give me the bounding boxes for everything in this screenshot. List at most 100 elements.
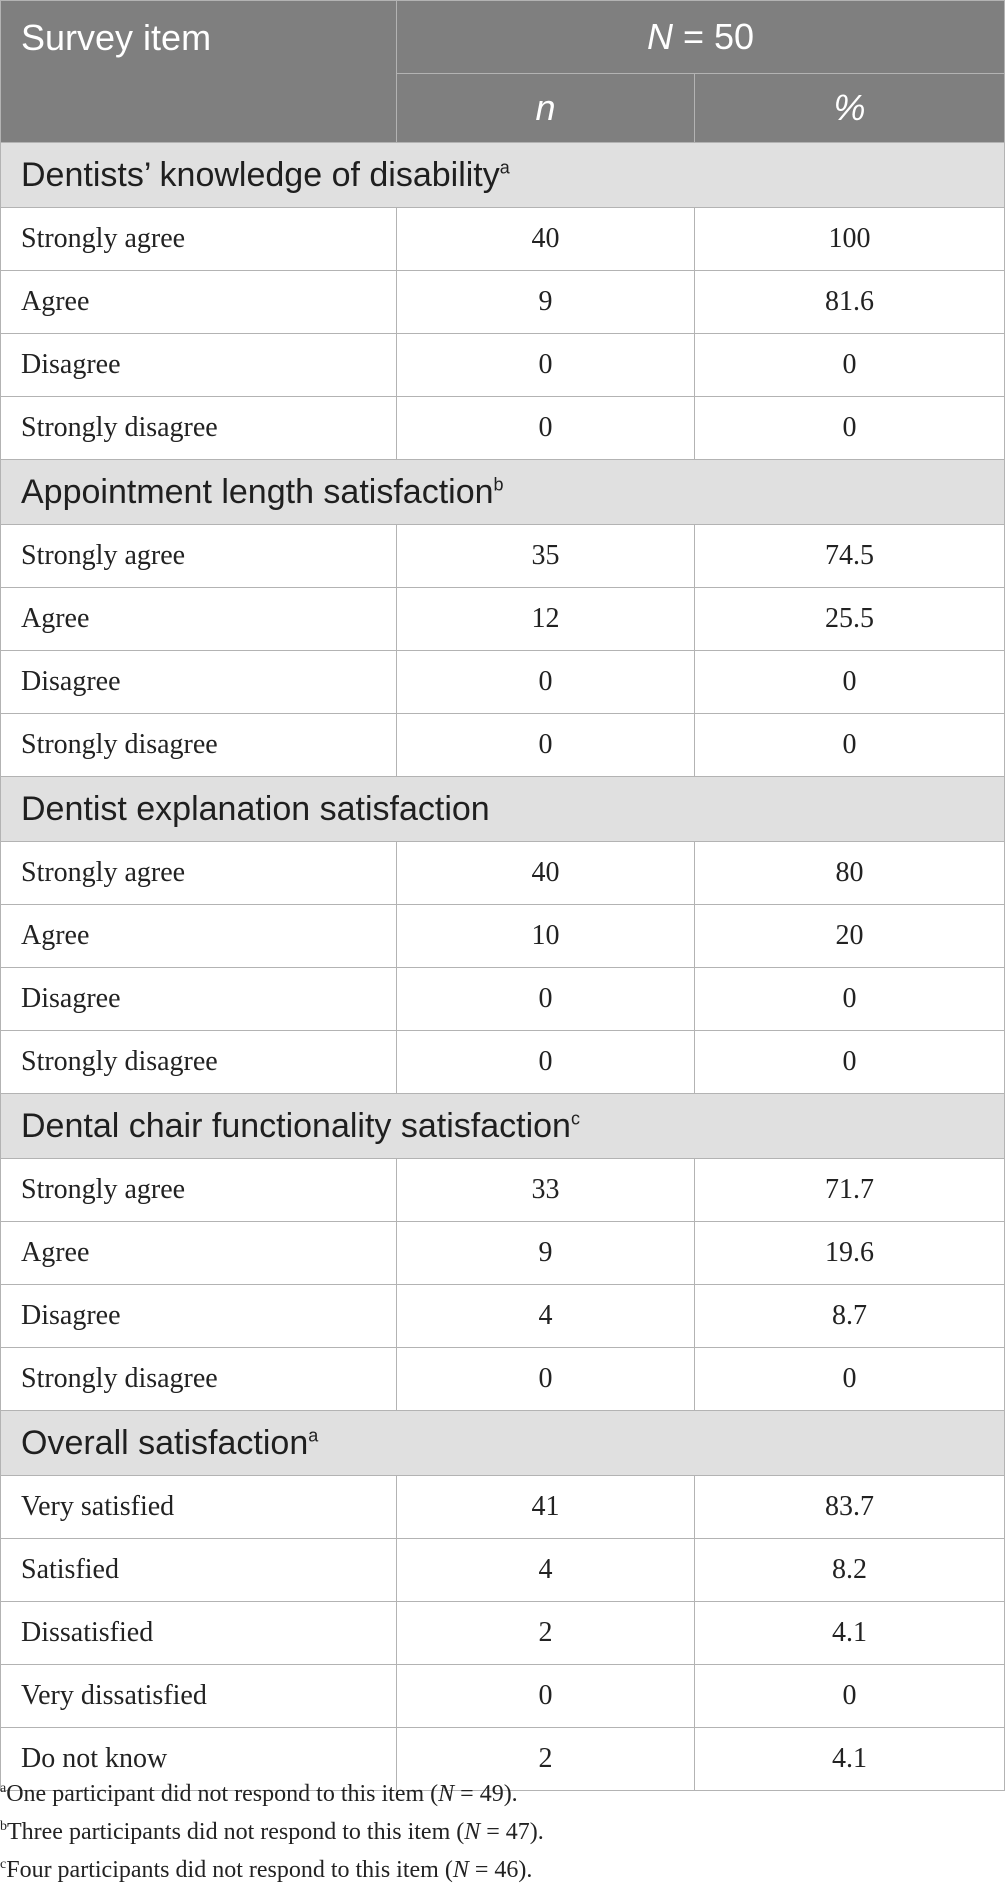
- row-pct: 0: [693, 713, 1005, 777]
- row-label: Strongly disagree: [0, 1030, 397, 1094]
- row-n: 0: [396, 650, 695, 714]
- row-pct: 0: [693, 1347, 1005, 1411]
- row-label: Agree: [0, 587, 397, 651]
- row-n: 12: [396, 587, 695, 651]
- row-pct: 4.1: [693, 1727, 1005, 1791]
- table-row: Agree 10 20: [0, 904, 1005, 968]
- row-pct: 80: [693, 841, 1005, 905]
- row-pct: 0: [693, 650, 1005, 714]
- table-row: Strongly agree 40 80: [0, 841, 1005, 905]
- row-pct: 25.5: [693, 587, 1005, 651]
- row-n: 40: [396, 207, 695, 271]
- footnote-n-label: N: [452, 1857, 469, 1883]
- row-label: Dissatisfied: [0, 1601, 397, 1665]
- table-row: Very satisfied 41 83.7: [0, 1475, 1005, 1539]
- header-total-n-value: = 50: [672, 16, 755, 57]
- section-title: Dental chair functionality satisfaction: [21, 1106, 571, 1145]
- table-row: Agree 12 25.5: [0, 587, 1005, 651]
- table-row: Strongly agree 40 100: [0, 207, 1005, 271]
- header-col-n: n: [396, 73, 695, 143]
- table-row: Agree 9 19.6: [0, 1221, 1005, 1285]
- footnotes: aOne participant did not respond to this…: [0, 1770, 1005, 1884]
- row-label: Strongly disagree: [0, 396, 397, 460]
- row-label: Disagree: [0, 333, 397, 397]
- section-title-cell: Dental chair functionality satisfactionc: [0, 1093, 1005, 1159]
- footnote-text: Four participants did not respond to thi…: [6, 1857, 453, 1883]
- row-n: 4: [396, 1538, 695, 1602]
- row-n: 0: [396, 1030, 695, 1094]
- footnote-mark: a: [0, 1781, 7, 1796]
- row-n: 0: [396, 333, 695, 397]
- row-label: Strongly agree: [0, 1158, 397, 1222]
- row-label: Agree: [0, 1221, 397, 1285]
- row-n: 33: [396, 1158, 695, 1222]
- section-title: Dentists’ knowledge of disability: [21, 155, 500, 194]
- row-n: 0: [396, 967, 695, 1031]
- section-footnote-mark: c: [570, 1108, 580, 1129]
- table-row: Disagree 0 0: [0, 650, 1005, 714]
- header-total-n-label: N: [646, 16, 673, 57]
- row-pct: 8.2: [693, 1538, 1005, 1602]
- section-row: Dentist explanation satisfaction: [0, 776, 1005, 842]
- row-pct: 19.6: [693, 1221, 1005, 1285]
- table-row: Strongly disagree 0 0: [0, 713, 1005, 777]
- row-n: 41: [396, 1475, 695, 1539]
- footnote-text-end: = 46).: [468, 1857, 533, 1883]
- section-title: Dentist explanation satisfaction: [21, 789, 490, 828]
- table-row: Disagree 0 0: [0, 333, 1005, 397]
- header-total-n: N = 50: [395, 0, 1005, 74]
- row-label: Strongly agree: [0, 207, 397, 271]
- footnote-text-end: = 49).: [454, 1781, 518, 1807]
- footnote-text: One participant did not respond to this …: [6, 1781, 439, 1807]
- table-row: Agree 9 81.6: [0, 270, 1005, 334]
- row-n: 9: [396, 270, 695, 334]
- row-label: Strongly agree: [0, 524, 397, 588]
- row-n: 0: [396, 396, 695, 460]
- footnote: aOne participant did not respond to this…: [0, 1770, 1005, 1808]
- row-label: Disagree: [0, 967, 397, 1031]
- row-n: 9: [396, 1221, 695, 1285]
- section-row: Overall satisfactiona: [0, 1410, 1005, 1476]
- row-label: Agree: [0, 904, 397, 968]
- row-label: Disagree: [0, 1284, 397, 1348]
- survey-results-table: Survey item N = 50 n % Dentists’ knowled…: [0, 0, 1005, 1791]
- row-label: Satisfied: [0, 1538, 397, 1602]
- row-n: 2: [396, 1601, 695, 1665]
- section-footnote-mark: b: [493, 474, 504, 495]
- row-n: 4: [396, 1284, 695, 1348]
- row-label: Disagree: [0, 650, 397, 714]
- footnote-n-label: N: [438, 1781, 455, 1807]
- table-header: Survey item N = 50 n %: [0, 0, 1005, 143]
- row-pct: 8.7: [693, 1284, 1005, 1348]
- section-row: Appointment length satisfactionb: [0, 459, 1005, 525]
- row-n: 40: [396, 841, 695, 905]
- footnote-mark: b: [0, 1819, 7, 1834]
- footnote: bThree participants did not respond to t…: [0, 1808, 1005, 1846]
- table-row: Strongly agree 33 71.7: [0, 1158, 1005, 1222]
- row-pct: 100: [693, 207, 1005, 271]
- table-row: Strongly disagree 0 0: [0, 396, 1005, 460]
- row-n: 0: [396, 713, 695, 777]
- section-title: Overall satisfaction: [21, 1423, 309, 1462]
- section-footnote-mark: a: [308, 1425, 319, 1446]
- table-row: Strongly agree 35 74.5: [0, 524, 1005, 588]
- row-n: 0: [396, 1347, 695, 1411]
- footnote-mark: c: [0, 1857, 7, 1872]
- table-body: Dentists’ knowledge of disabilitya Strong…: [0, 142, 1005, 1791]
- row-pct: 0: [693, 1030, 1005, 1094]
- row-n: 2: [396, 1727, 695, 1791]
- header-survey-item: Survey item: [0, 0, 397, 143]
- row-n: 10: [396, 904, 695, 968]
- table-row: Strongly disagree 0 0: [0, 1347, 1005, 1411]
- row-pct: 0: [693, 1664, 1005, 1728]
- section-title: Appointment length satisfaction: [21, 472, 494, 511]
- row-pct: 0: [693, 967, 1005, 1031]
- row-label: Very satisfied: [0, 1475, 397, 1539]
- section-footnote-mark: a: [499, 157, 510, 178]
- row-pct: 83.7: [693, 1475, 1005, 1539]
- footnote-text: Three participants did not respond to th…: [7, 1819, 465, 1845]
- header-col-pct: %: [693, 73, 1005, 143]
- row-pct: 74.5: [693, 524, 1005, 588]
- section-row: Dentists’ knowledge of disabilitya: [0, 142, 1005, 208]
